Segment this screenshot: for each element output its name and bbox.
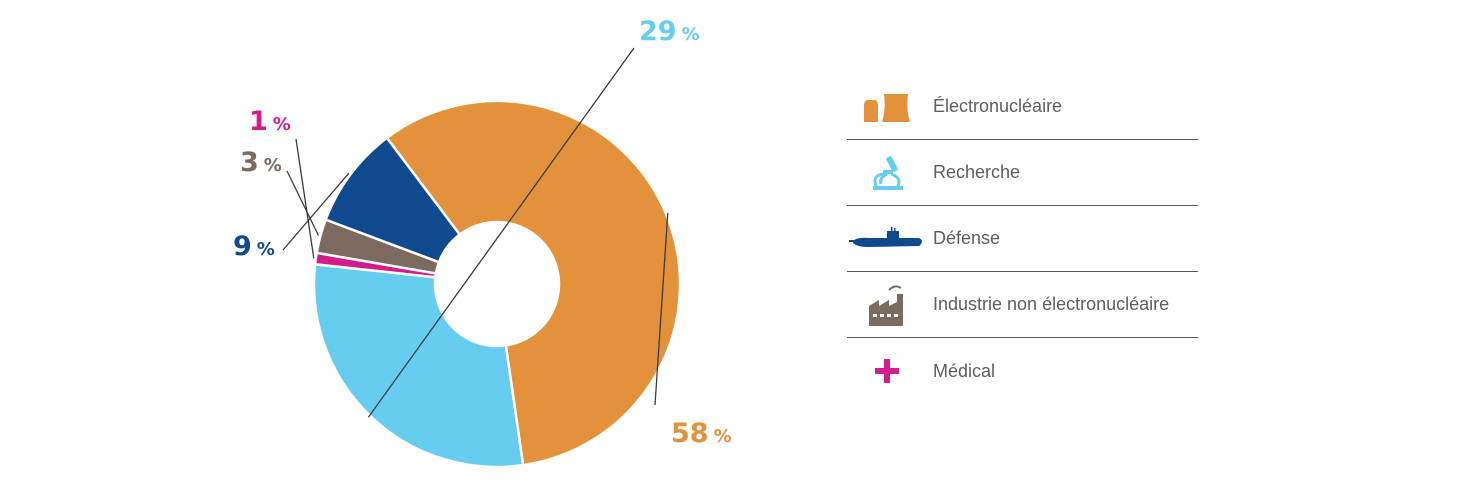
leader-line-medical <box>295 138 315 259</box>
submarine-icon <box>847 206 927 272</box>
slice-defense <box>324 136 462 264</box>
legend-label: Recherche <box>933 162 1021 182</box>
pct-label-industrie: 3% <box>240 147 282 178</box>
percentage-labels: 58% 29% 1% 3% 9% <box>233 16 732 449</box>
legend-item-electronucleaire: Électronucléaire <box>847 74 1198 140</box>
legend-item-industrie: Industrie non électronucléaire <box>847 272 1198 338</box>
leader-lines <box>282 47 669 418</box>
leader-line-defense <box>282 172 350 251</box>
legend-label: Industrie non électronucléaire <box>933 294 1170 314</box>
legend-item-medical: Médical <box>847 338 1198 404</box>
microscope-icon <box>847 140 927 206</box>
pct-label-medical: 1% <box>249 106 291 137</box>
donut-slices <box>312 99 682 469</box>
leader-line-industrie <box>286 170 320 236</box>
leader-line-electronucleaire <box>654 212 669 406</box>
legend-item-defense: Défense <box>847 206 1198 272</box>
legend-label: Électronucléaire <box>933 96 1063 116</box>
medical-cross-icon <box>847 338 927 404</box>
pct-label-electronucleaire: 58% <box>671 418 732 449</box>
slice-electronucleaire <box>385 99 682 467</box>
pct-label-defense: 9% <box>233 231 275 262</box>
cooling-towers-icon <box>847 74 927 140</box>
donut-chart: 58% 29% 1% 3% 9% <box>233 16 732 469</box>
pct-label-recherche: 29% <box>639 16 700 47</box>
factory-icon <box>847 272 927 338</box>
legend-item-recherche: Recherche <box>847 140 1198 206</box>
legend-label: Défense <box>933 228 1001 248</box>
leader-line-recherche <box>367 47 635 418</box>
slice-recherche <box>312 262 525 469</box>
chart-legend: Électronucléaire Recherche Défense <box>847 74 1198 404</box>
legend-label: Médical <box>933 360 996 381</box>
